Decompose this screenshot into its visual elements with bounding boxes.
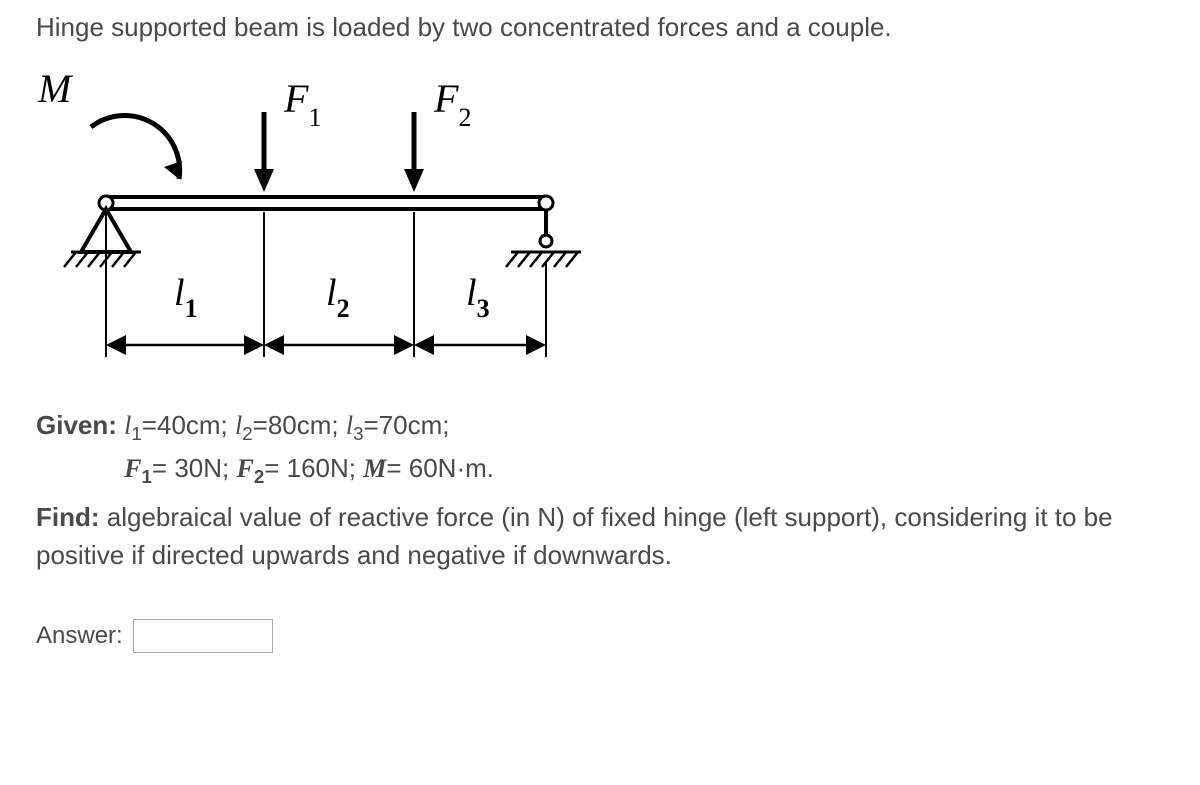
answer-label: Answer: [36,622,123,650]
beam-figure: M F1 F2 l1 l2 l3 [26,57,646,387]
find-block: Find: algebraical value of reactive forc… [36,499,1164,574]
label-F2: F2 [433,76,471,132]
given-line2: F1= 30N; F2= 160N; M= 60N·m. [124,453,494,483]
given-block: Given: l1=40cm; l2=80cm; l3=70cm; Given:… [36,405,1164,491]
label-F1: F1 [283,76,321,132]
find-label: Find: [36,502,100,532]
label-M: M [37,66,74,111]
given-line1: l1=40cm; l2=80cm; l3=70cm; [124,410,449,440]
label-l2: l2 [326,272,350,323]
problem-intro: Hinge supported beam is loaded by two co… [36,10,1164,45]
given-label: Given: [36,410,117,440]
label-l1: l1 [174,272,198,323]
answer-input[interactable] [133,619,273,653]
find-text: algebraical value of reactive force (in … [36,502,1113,570]
label-l3: l3 [466,272,490,323]
